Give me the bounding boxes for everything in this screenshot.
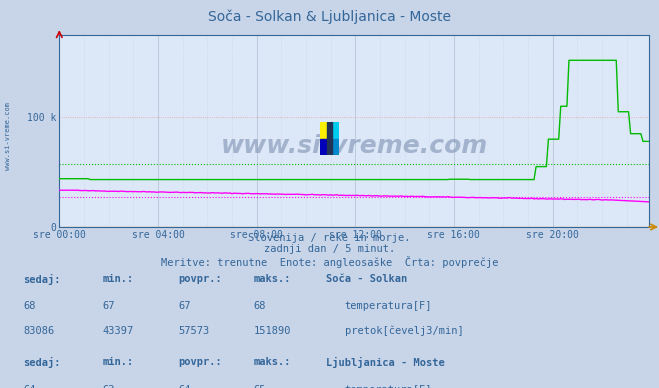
- Text: 67: 67: [178, 301, 190, 312]
- Text: 68: 68: [254, 301, 266, 312]
- Text: 43397: 43397: [102, 326, 133, 336]
- Text: 64: 64: [178, 385, 190, 388]
- Text: 68: 68: [23, 301, 36, 312]
- Text: www.si-vreme.com: www.si-vreme.com: [221, 134, 488, 158]
- Text: www.si-vreme.com: www.si-vreme.com: [5, 102, 11, 170]
- Text: 63: 63: [102, 385, 115, 388]
- Text: 64: 64: [23, 385, 36, 388]
- Text: Ljubljanica - Moste: Ljubljanica - Moste: [326, 357, 445, 368]
- Text: temperatura[F]: temperatura[F]: [345, 385, 432, 388]
- Bar: [330, 139, 339, 155]
- Polygon shape: [327, 122, 332, 155]
- Text: min.:: min.:: [102, 357, 133, 367]
- Text: sedaj:: sedaj:: [23, 357, 61, 368]
- Text: temperatura[F]: temperatura[F]: [345, 301, 432, 312]
- Text: 83086: 83086: [23, 326, 54, 336]
- Text: povpr.:: povpr.:: [178, 274, 221, 284]
- Text: zadnji dan / 5 minut.: zadnji dan / 5 minut.: [264, 244, 395, 255]
- Bar: [320, 122, 330, 139]
- Text: maks.:: maks.:: [254, 274, 291, 284]
- Text: Soča - Solkan & Ljubljanica - Moste: Soča - Solkan & Ljubljanica - Moste: [208, 10, 451, 24]
- Text: min.:: min.:: [102, 274, 133, 284]
- Text: 57573: 57573: [178, 326, 209, 336]
- Text: 151890: 151890: [254, 326, 291, 336]
- Text: maks.:: maks.:: [254, 357, 291, 367]
- Text: povpr.:: povpr.:: [178, 357, 221, 367]
- Text: Soča - Solkan: Soča - Solkan: [326, 274, 407, 284]
- Text: sedaj:: sedaj:: [23, 274, 61, 284]
- Bar: [320, 139, 330, 155]
- Bar: [330, 122, 339, 139]
- Text: Meritve: trenutne  Enote: angleosaške  Črta: povprečje: Meritve: trenutne Enote: angleosaške Črt…: [161, 256, 498, 268]
- Text: 65: 65: [254, 385, 266, 388]
- Text: Slovenija / reke in morje.: Slovenija / reke in morje.: [248, 233, 411, 243]
- Text: 67: 67: [102, 301, 115, 312]
- Text: pretok[čevelj3/min]: pretok[čevelj3/min]: [345, 326, 463, 336]
